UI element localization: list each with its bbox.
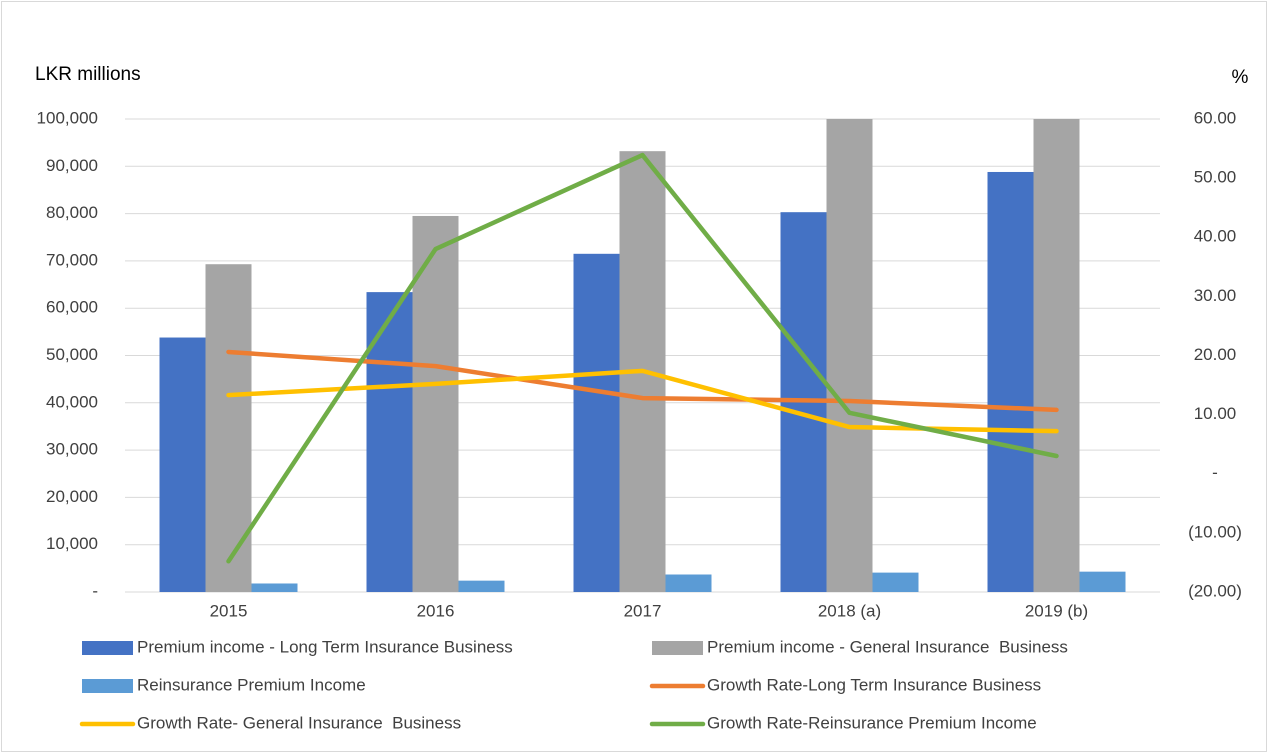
line-series	[226, 152, 1059, 564]
y-tick-label: 70,000	[46, 250, 98, 269]
bar	[366, 292, 413, 592]
x-tick-label: 2015	[210, 601, 248, 620]
bar	[872, 572, 919, 592]
bar	[205, 264, 252, 592]
y-tick-label: 100,000	[37, 108, 98, 127]
y-tick-label: -	[92, 581, 98, 600]
bar	[573, 253, 620, 592]
y2-tick-label: 10.00	[1194, 404, 1237, 423]
legend-label: Growth Rate- General Insurance Business	[137, 713, 461, 732]
bar	[159, 337, 206, 592]
legend-label: Growth Rate-Reinsurance Premium Income	[707, 713, 1037, 732]
y2-tick-label: (10.00)	[1188, 522, 1242, 541]
y2-tick-label: 50.00	[1194, 168, 1237, 187]
bar	[1033, 119, 1080, 592]
y2-tick-label: 30.00	[1194, 286, 1237, 305]
y-tick-label: 90,000	[46, 156, 98, 175]
y-tick-label: 60,000	[46, 298, 98, 317]
legend-label: Reinsurance Premium Income	[137, 675, 366, 694]
y-tick-label: 80,000	[46, 203, 98, 222]
y-tick-label: 40,000	[46, 392, 98, 411]
y2-tick-label: (20.00)	[1188, 581, 1242, 600]
bar	[458, 580, 505, 592]
legend-swatch	[82, 679, 133, 693]
line-series	[226, 349, 1059, 413]
y-tick-label: 30,000	[46, 440, 98, 459]
x-tick-label: 2016	[417, 601, 455, 620]
x-tick-label: 2019 (b)	[1025, 601, 1088, 620]
legend-label: Growth Rate-Long Term Insurance Business	[707, 675, 1041, 694]
y-tick-label: 50,000	[46, 345, 98, 364]
y2-axis-label: %	[1232, 67, 1249, 88]
bar	[665, 574, 712, 592]
y-tick-label: 20,000	[46, 487, 98, 506]
y-tick-label: 10,000	[46, 534, 98, 553]
legend-swatch	[82, 641, 133, 655]
bar	[251, 583, 298, 592]
y2-tick-label: 60.00	[1194, 108, 1237, 127]
y-axis-label: LKR millions	[35, 64, 141, 85]
bar	[826, 119, 873, 592]
legend-label: Premium income - Long Term Insurance Bus…	[137, 637, 513, 656]
bar	[412, 215, 459, 592]
y2-tick-label: 40.00	[1194, 227, 1237, 246]
x-tick-label: 2018 (a)	[818, 601, 881, 620]
y2-tick-label: -	[1212, 463, 1218, 482]
bar	[1079, 571, 1126, 592]
y2-tick-label: 20.00	[1194, 345, 1237, 364]
legend-label: Premium income - General Insurance Busin…	[707, 637, 1068, 656]
x-tick-label: 2017	[624, 601, 662, 620]
legend-swatch	[652, 641, 703, 655]
bar	[987, 171, 1034, 592]
